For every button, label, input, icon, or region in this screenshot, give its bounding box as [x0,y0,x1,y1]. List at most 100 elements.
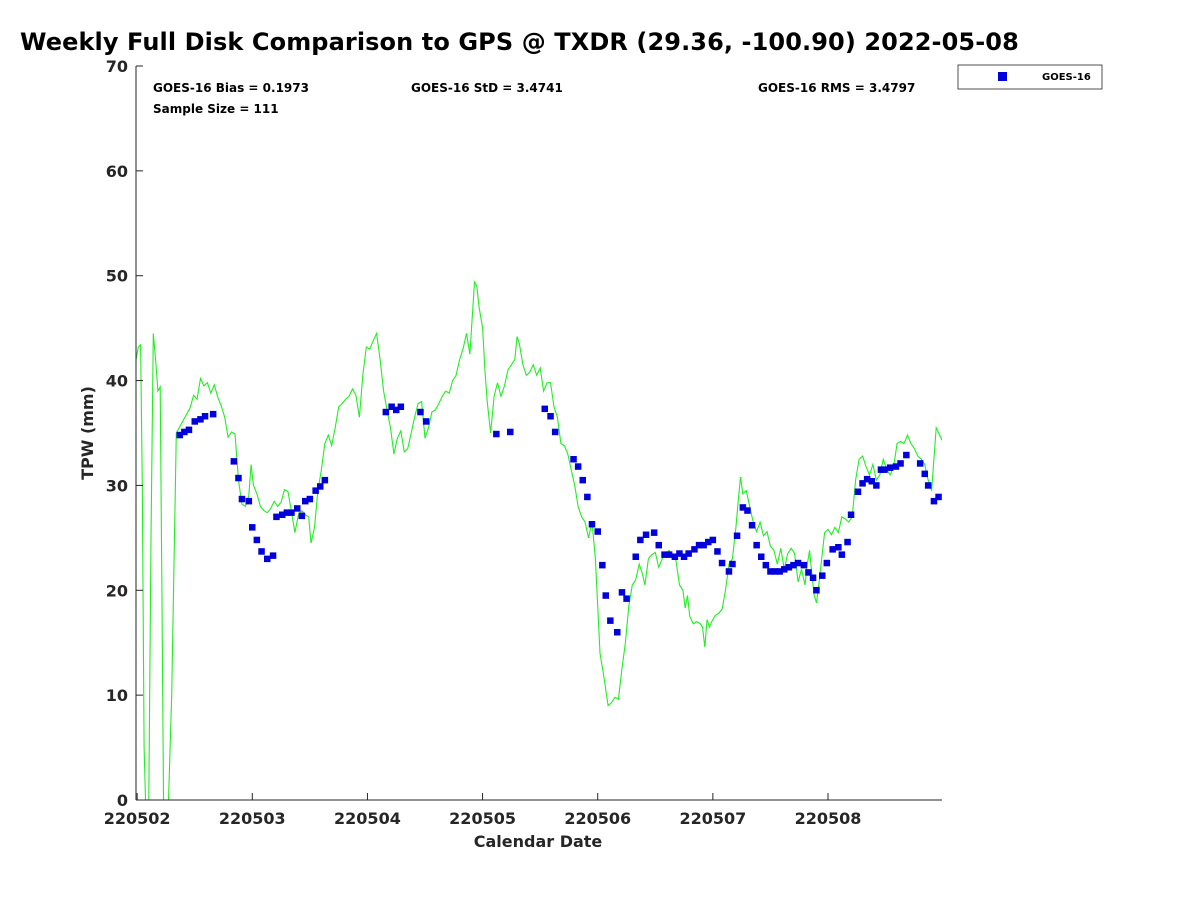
goes-16-point [245,497,253,505]
goes-16-point [632,553,639,560]
goes-16-point [748,522,756,529]
goes-16-point [230,458,238,465]
goes-16-point [854,488,862,495]
x-axis-title: Calendar Date [474,832,603,851]
goes-16-point [493,430,500,438]
x-tick-label: 220505 [449,809,516,828]
y-tick-label: 40 [106,372,128,391]
goes-16-point [584,493,591,501]
x-ticks: 220502 220503 220504 220505 220506 220507 2205… [104,793,861,828]
goes-16-point [279,511,286,518]
goes-16-point [767,568,774,575]
goes-16-point [781,566,788,573]
goes-16-point [709,536,717,544]
x-tick-label: 220503 [219,809,286,828]
legend-box [957,64,1103,90]
y-tick-label: 70 [106,57,128,76]
goes-16-point [790,561,797,569]
legend-label-goes-16: GOES-16 [1042,72,1091,83]
rms-stat: GOES-16 RMS = 3.4797 [758,81,915,95]
goes-16-point [302,497,309,505]
goes-16-point [264,555,271,563]
goes-16-point [924,482,932,489]
goes-16-point [642,531,650,538]
goes-16-point [877,466,885,473]
goes-16-point [570,456,577,463]
goes-16-point [594,528,601,535]
goes-16-point [916,460,924,467]
goes-16-point [800,561,808,569]
x-tick-label: 220507 [679,809,746,828]
goes-16-point [873,482,880,489]
x-tick-label: 220504 [334,809,401,828]
goes-16-point [298,512,306,520]
goes-16-point [725,568,733,575]
goes-16-point [753,541,760,549]
goes-16-point [312,487,319,494]
goes-16-point [393,406,400,414]
goes-16-point [602,592,609,599]
goes-16-point [599,561,606,569]
goes-16-point [185,426,193,434]
goes-16-point [273,513,280,521]
y-tick-label: 30 [106,476,128,495]
goes-16-point [733,532,741,539]
goes-16-point [306,495,314,503]
goes-16-point [655,541,662,549]
gps-tpw-line [136,280,942,800]
goes-16-point [321,476,329,484]
goes-16-point [637,536,644,544]
goes-16-point [695,541,703,549]
goes-16-point [294,505,301,512]
goes-16-point [382,408,390,416]
goes-16-point [197,416,204,423]
goes-16-point [892,463,900,470]
y-tick-label: 50 [106,267,128,286]
goes-16-point [397,403,405,410]
goes-16-point [547,413,554,420]
goes-16-point [176,431,183,439]
y-tick-label: 60 [106,162,128,181]
goes-16-point [921,470,928,478]
goes-16-point [935,493,942,501]
goes-16-point [762,561,770,569]
goes-16-point [661,551,668,558]
goes-16-point [235,474,242,482]
goes-16-point [253,536,261,544]
goes-16-point [181,428,188,436]
goes-16-point [776,568,783,575]
goes-16-point [618,589,626,596]
plot-area [136,280,942,800]
goes-16-point [417,408,424,416]
legend: GOES-16 [957,64,1103,90]
goes-16-point [676,550,683,557]
goes-16-point [705,538,712,546]
goes-16-point [650,529,658,536]
legend-marker-goes-16 [998,72,1007,81]
goes-16-point [758,553,765,560]
goes-16-point [507,428,514,436]
goes-16-point [607,617,614,624]
chart-title: Weekly Full Disk Comparison to GPS @ TXD… [20,28,1019,56]
gps-line-layer [136,280,942,800]
goes-16-point [388,403,395,410]
goes-16-point [847,511,855,518]
y-tick-label: 20 [106,581,128,600]
goes-16-point [258,548,265,555]
goes-16-point [930,497,938,505]
goes-16-point [588,521,596,528]
goes-16-point [614,629,621,636]
goes-16-point [819,572,826,579]
goes-16-point [881,466,888,473]
goes-16-point [739,504,747,511]
goes-16-point [579,476,586,484]
goes-16-point [680,553,688,560]
goes-16-point [838,551,846,558]
x-tick-label: 220506 [564,809,631,828]
goes-16-point [785,564,793,571]
y-axis-title: TPW (mm) [78,386,97,480]
goes-16-point [868,478,875,485]
goes-16-point [671,553,679,560]
goes-16-point [283,509,291,516]
x-tick-label: 220502 [104,809,171,828]
